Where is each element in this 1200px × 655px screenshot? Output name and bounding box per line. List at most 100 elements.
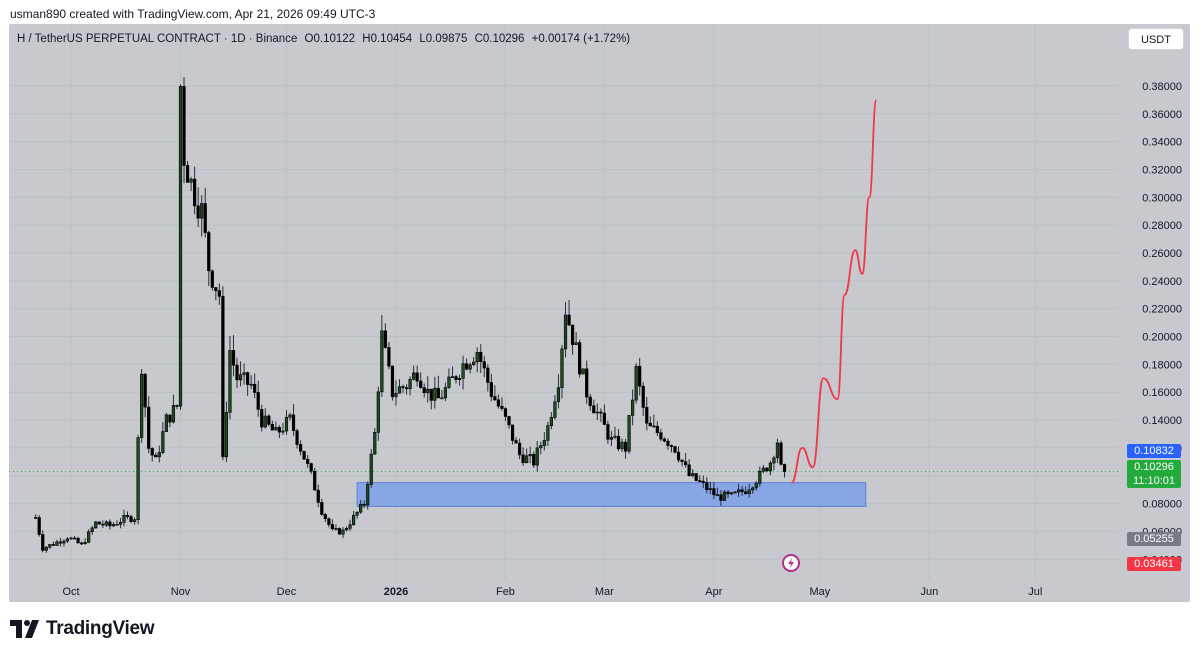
candle-body bbox=[472, 361, 476, 366]
candle-body bbox=[659, 432, 663, 440]
candle-body bbox=[620, 441, 624, 450]
candle-body bbox=[383, 330, 387, 348]
candle-body bbox=[532, 453, 536, 466]
candle-body bbox=[274, 427, 278, 431]
candle-body bbox=[775, 442, 780, 459]
candle-body bbox=[355, 511, 359, 516]
tradingview-logo[interactable]: TradingView bbox=[10, 618, 155, 640]
candle-body bbox=[613, 435, 617, 438]
candle-body bbox=[539, 445, 543, 449]
candle-body bbox=[567, 314, 571, 326]
candle-body bbox=[235, 364, 239, 381]
candle-body bbox=[468, 364, 472, 370]
candle-body bbox=[189, 178, 193, 183]
candle-body bbox=[65, 538, 70, 542]
candle-body bbox=[302, 450, 306, 460]
high-value: 0.10454 bbox=[370, 33, 413, 45]
price-tag-gray: 0.05255 bbox=[1127, 532, 1181, 546]
candle-body bbox=[341, 529, 345, 535]
candle-body bbox=[193, 178, 197, 207]
candle-body bbox=[627, 415, 631, 452]
candle-body bbox=[412, 372, 416, 380]
symbol-name[interactable]: H / TetherUS PERPETUAL CONTRACT · 1D · B… bbox=[17, 33, 298, 45]
candle-body bbox=[316, 489, 320, 503]
candle-body bbox=[698, 480, 702, 482]
candle-body bbox=[161, 431, 165, 453]
candlestick-series bbox=[34, 77, 787, 553]
candle-body bbox=[549, 417, 553, 426]
candle-body bbox=[178, 86, 183, 407]
candle-body bbox=[401, 386, 405, 388]
price-tick-label: 0.30000 bbox=[1142, 192, 1182, 204]
candle-body bbox=[284, 416, 289, 432]
candle-body bbox=[457, 377, 462, 380]
candle-body bbox=[115, 524, 119, 526]
candle-body bbox=[72, 537, 77, 540]
candle-body bbox=[164, 414, 168, 432]
flash-icon[interactable] bbox=[782, 554, 800, 572]
candle-body bbox=[782, 464, 787, 472]
candle-body bbox=[712, 488, 716, 496]
candle-body bbox=[525, 455, 529, 464]
candle-body bbox=[150, 448, 154, 456]
demand-zone-layer bbox=[356, 482, 867, 507]
candle-body bbox=[140, 373, 144, 438]
candle-body bbox=[588, 396, 592, 407]
candle-body bbox=[751, 487, 755, 491]
chart-panel[interactable]: 0.38000 0.36000 0.34000 0.32000 0.30000 0.280… bbox=[9, 24, 1190, 602]
candle-body bbox=[768, 462, 772, 472]
candle-body bbox=[648, 422, 652, 427]
candle-body bbox=[465, 363, 469, 370]
candle-body bbox=[666, 440, 670, 446]
candle-body bbox=[581, 368, 585, 375]
candle-body bbox=[111, 524, 115, 527]
candle-body bbox=[705, 482, 709, 491]
candle-body bbox=[253, 383, 257, 393]
price-tick-label: 0.28000 bbox=[1142, 220, 1182, 232]
candle-body bbox=[118, 522, 123, 525]
candle-body bbox=[246, 372, 250, 385]
candle-body bbox=[450, 376, 455, 378]
candle-body bbox=[51, 544, 55, 546]
candle-body bbox=[404, 387, 409, 390]
price-tick-label: 0.38000 bbox=[1142, 81, 1182, 93]
candle-body bbox=[479, 351, 483, 362]
candle-body bbox=[556, 387, 561, 403]
price-tick-label: 0.32000 bbox=[1142, 164, 1182, 176]
candle-body bbox=[436, 387, 440, 399]
candle-body bbox=[263, 415, 267, 428]
candle-body bbox=[592, 405, 596, 414]
candle-body bbox=[772, 457, 776, 464]
candle-body bbox=[90, 527, 94, 533]
candle-body bbox=[726, 491, 730, 495]
candle-body bbox=[214, 287, 218, 291]
time-tick-label: Jun bbox=[920, 586, 938, 598]
candle-body bbox=[419, 380, 423, 388]
candle-body bbox=[574, 342, 578, 345]
candle-body bbox=[154, 454, 158, 458]
time-tick-label: Dec bbox=[277, 586, 297, 598]
candle-body bbox=[69, 537, 73, 540]
candle-body bbox=[267, 415, 271, 425]
price-tag-red: 0.03461 bbox=[1127, 557, 1181, 571]
candle-body bbox=[327, 518, 331, 525]
candle-body bbox=[129, 516, 133, 522]
brand-name: TradingView bbox=[46, 618, 155, 639]
currency-button[interactable]: USDT bbox=[1128, 28, 1184, 50]
candle-body bbox=[87, 531, 91, 543]
candle-body bbox=[224, 412, 229, 458]
candle-body bbox=[323, 514, 327, 519]
candle-body bbox=[295, 430, 299, 445]
candle-body bbox=[320, 502, 324, 515]
price-chart[interactable]: 0.38000 0.36000 0.34000 0.32000 0.30000 0.280… bbox=[9, 24, 1190, 602]
candle-body bbox=[79, 542, 84, 545]
candle-body bbox=[740, 489, 744, 492]
candle-body bbox=[443, 387, 448, 399]
candle-body bbox=[765, 467, 769, 472]
candle-body bbox=[281, 430, 285, 433]
candle-body bbox=[503, 408, 508, 417]
price-tick-label: 0.34000 bbox=[1142, 137, 1182, 149]
tradingview-logo-icon bbox=[10, 620, 39, 638]
candle-body bbox=[288, 414, 292, 418]
candle-body bbox=[779, 442, 783, 465]
